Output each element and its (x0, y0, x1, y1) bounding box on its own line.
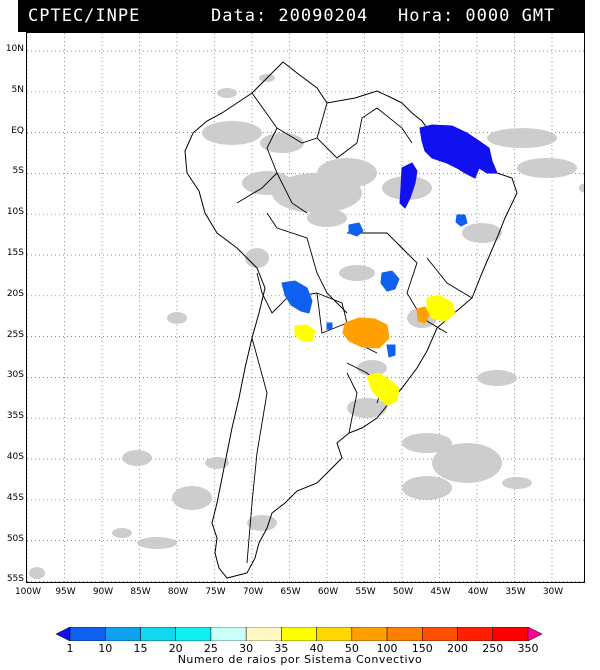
colorbar-segment (386, 627, 423, 641)
lon-tick-label: 85W (130, 587, 151, 597)
lat-tick-label: 10N (5, 44, 24, 54)
colorbar-tick-label: 25 (203, 642, 218, 655)
colorbar-tick-label: 35 (274, 642, 289, 655)
colorbar-segment (210, 627, 247, 641)
lightning-systems (281, 124, 498, 406)
map-frame[interactable] (26, 32, 585, 583)
title-bar: CPTEC/INPE Data: 20090204 Hora: 0000 GMT (18, 0, 585, 32)
lightning-system-cell (342, 317, 390, 349)
colorbar-segment (457, 627, 494, 641)
lon-tick-label: 80W (167, 587, 189, 597)
lon-tick-label: 55W (355, 587, 376, 597)
lightning-system-cell (419, 124, 498, 179)
source-label: CPTEC/INPE (28, 6, 141, 26)
colorbar-tick-label: 1 (66, 642, 74, 655)
colorbar-segment (422, 627, 458, 641)
lightning-system-cell (399, 162, 418, 209)
lightning-system-cell (416, 306, 430, 324)
colorbar-segment (104, 627, 141, 641)
lat-tick-label: 5N (11, 84, 24, 95)
lat-tick-label: 5S (12, 166, 24, 177)
lightning-system-cell (380, 270, 400, 292)
colorbar-segment (351, 627, 388, 641)
lightning-system-cell (455, 214, 468, 227)
lightning-system-cell (386, 344, 396, 358)
colorbar-tick-label: 10 (98, 642, 113, 655)
colorbar-tick-label: 200 (447, 642, 469, 655)
lat-tick-label: EQ (11, 125, 24, 136)
colorbar-segment (245, 627, 282, 641)
lon-tick-label: 30W (542, 587, 564, 597)
lon-tick-label: 100W (14, 587, 42, 597)
lat-tick-label: 55S (6, 574, 24, 585)
lat-tick-label: 45S (6, 492, 24, 503)
lon-tick-label: 90W (92, 587, 114, 597)
lon-tick-label: 40W (467, 587, 489, 597)
colorbar-segment (140, 627, 176, 641)
lon-tick-label: 95W (55, 587, 76, 597)
date-label: Data: 20090204 (211, 6, 369, 26)
lon-tick-label: 35W (505, 587, 526, 597)
lightning-system-cell (281, 280, 313, 314)
lon-tick-label: 65W (280, 587, 301, 597)
lat-tick-label: 20S (6, 288, 24, 299)
lat-tick-label: 15S (6, 248, 24, 258)
lightning-system-cell (366, 372, 400, 406)
lon-tick-label: 45W (430, 587, 451, 597)
colorbar-tick-label: 50 (344, 642, 359, 655)
colorbar-tick-label: 30 (239, 642, 254, 655)
colorbar-arrow-right (527, 627, 542, 641)
colorbar-segment (492, 627, 529, 641)
lat-tick-label: 50S (6, 533, 24, 544)
lon-tick-label: 75W (205, 587, 226, 597)
lightning-system-cell (326, 322, 333, 330)
lat-tick-label: 10S (6, 207, 24, 218)
lightning-system-cell (294, 324, 316, 342)
lightning-system-cell (348, 222, 364, 237)
lat-tick-label: 40S (6, 452, 24, 462)
colorbar-tick-label: 15 (133, 642, 148, 655)
colorbar-segment (69, 627, 106, 641)
colorbar-segment (316, 627, 353, 641)
colorbar-segment (175, 627, 212, 641)
lat-tick-label: 25S (6, 329, 24, 340)
lightning-system-cell (426, 294, 456, 322)
lat-tick-label: 30S (6, 370, 24, 381)
colorbar-segment (281, 627, 317, 641)
colorbar-tick-label: 40 (309, 642, 324, 655)
lon-tick-label: 50W (392, 587, 414, 597)
hour-label: Hora: 0000 GMT (398, 6, 556, 26)
lat-tick-label: 35S (6, 411, 24, 422)
colorbar (56, 627, 542, 641)
colorbar-tick-label: 150 (411, 642, 433, 655)
map-canvas[interactable] (27, 33, 585, 583)
colorbar-tick-label: 20 (168, 642, 183, 655)
lon-tick-label: 70W (242, 587, 264, 597)
colorbar-title: Numero de raios por Sistema Convectivo (177, 653, 423, 666)
colorbar-tick-label: 350 (517, 642, 539, 655)
lon-tick-label: 60W (317, 587, 339, 597)
colorbar-tick-label: 100 (376, 642, 398, 655)
colorbar-arrow-left (56, 627, 71, 641)
colorbar-tick-label: 250 (482, 642, 504, 655)
